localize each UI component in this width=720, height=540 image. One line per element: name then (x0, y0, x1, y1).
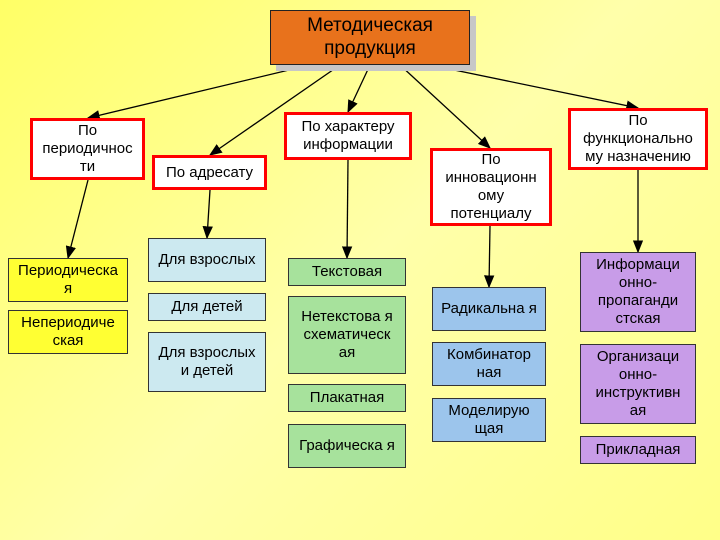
leaf-info-3: Графическа я (288, 424, 406, 468)
edge (430, 65, 638, 108)
leaf-function-2: Прикладная (580, 436, 696, 464)
edge (348, 65, 370, 112)
leaf-info-1: Нетекстова я схематическ ая (288, 296, 406, 374)
root-node: Методическая продукция (270, 10, 470, 65)
category-function: По функционально му назначению (568, 108, 708, 170)
leaf-innovation-2: Моделирую щая (432, 398, 546, 442)
leaf-audience-1: Для детей (148, 293, 266, 321)
edge (400, 65, 490, 148)
edge (68, 180, 88, 258)
category-innovation: По инновационн ому потенциалу (430, 148, 552, 226)
leaf-info-2: Плакатная (288, 384, 406, 412)
leaf-innovation-1: Комбинатор ная (432, 342, 546, 386)
leaf-audience-0: Для взрослых (148, 238, 266, 282)
leaf-function-1: Организаци онно- инструктивн ая (580, 344, 696, 424)
leaf-periodicity-0: Периодическа я (8, 258, 128, 302)
edge (88, 65, 310, 118)
leaf-innovation-0: Радикальна я (432, 287, 546, 331)
edge (489, 226, 490, 287)
edge (207, 190, 210, 238)
category-periodicity: По периодичнос ти (30, 118, 145, 180)
category-info: По характеру информации (284, 112, 412, 160)
leaf-function-0: Информаци онно- пропаганди стская (580, 252, 696, 332)
category-audience: По адресату (152, 155, 267, 190)
edge (347, 160, 348, 258)
leaf-audience-2: Для взрослых и детей (148, 332, 266, 392)
leaf-periodicity-1: Непериодиче ская (8, 310, 128, 354)
leaf-info-0: Текстовая (288, 258, 406, 286)
